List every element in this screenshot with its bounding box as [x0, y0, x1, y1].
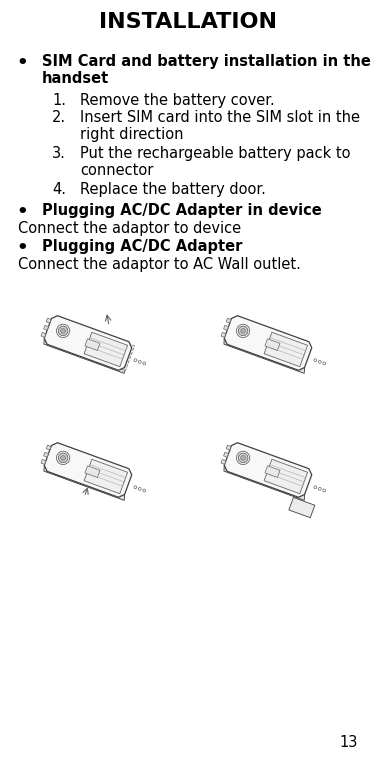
Polygon shape	[44, 338, 124, 374]
Polygon shape	[46, 445, 51, 450]
Polygon shape	[221, 459, 226, 465]
Circle shape	[237, 324, 250, 338]
Text: 3.: 3.	[52, 146, 66, 161]
Circle shape	[56, 452, 70, 465]
Polygon shape	[265, 338, 280, 351]
Text: Insert SIM card into the SIM slot in the: Insert SIM card into the SIM slot in the	[80, 110, 360, 125]
Polygon shape	[289, 497, 315, 518]
Text: Remove the battery cover.: Remove the battery cover.	[80, 93, 275, 108]
Text: connector: connector	[80, 163, 153, 178]
Polygon shape	[224, 338, 305, 374]
Text: INSTALLATION: INSTALLATION	[99, 12, 277, 32]
Text: Plugging AC/DC Adapter in device: Plugging AC/DC Adapter in device	[42, 203, 322, 218]
Circle shape	[238, 453, 248, 463]
Polygon shape	[85, 466, 100, 478]
Text: 4.: 4.	[52, 182, 66, 197]
Text: 1.: 1.	[52, 93, 66, 108]
Polygon shape	[84, 459, 127, 494]
Polygon shape	[264, 332, 308, 367]
Circle shape	[58, 453, 68, 463]
Polygon shape	[224, 452, 229, 457]
Polygon shape	[224, 442, 312, 497]
Circle shape	[56, 324, 70, 338]
Text: Put the rechargeable battery pack to: Put the rechargeable battery pack to	[80, 146, 350, 161]
Polygon shape	[46, 318, 51, 323]
Text: •: •	[16, 203, 28, 221]
Polygon shape	[44, 316, 132, 371]
Text: •: •	[16, 239, 28, 257]
Polygon shape	[226, 445, 231, 450]
Text: Connect the adaptor to AC Wall outlet.: Connect the adaptor to AC Wall outlet.	[18, 257, 301, 272]
Polygon shape	[85, 338, 100, 351]
Polygon shape	[221, 332, 226, 337]
Text: 13: 13	[340, 735, 358, 750]
Polygon shape	[41, 332, 46, 337]
Circle shape	[58, 326, 68, 335]
Polygon shape	[224, 316, 312, 371]
Polygon shape	[224, 465, 305, 500]
Circle shape	[237, 452, 250, 465]
Text: handset: handset	[42, 71, 109, 86]
Polygon shape	[265, 466, 280, 478]
Polygon shape	[44, 452, 49, 457]
Text: Replace the battery door.: Replace the battery door.	[80, 182, 266, 197]
Text: SIM Card and battery installation in the: SIM Card and battery installation in the	[42, 54, 371, 69]
Polygon shape	[224, 325, 229, 330]
Text: 2.: 2.	[52, 110, 66, 125]
Polygon shape	[44, 465, 124, 500]
Polygon shape	[84, 332, 127, 367]
Polygon shape	[79, 329, 135, 371]
Polygon shape	[41, 459, 46, 465]
Polygon shape	[44, 442, 132, 497]
Circle shape	[241, 329, 246, 333]
Text: right direction: right direction	[80, 127, 183, 142]
Polygon shape	[226, 318, 231, 323]
Text: Connect the adaptor to device: Connect the adaptor to device	[18, 221, 241, 236]
Text: •: •	[16, 54, 28, 72]
Polygon shape	[44, 325, 49, 330]
Circle shape	[61, 455, 65, 460]
Circle shape	[241, 455, 246, 460]
Polygon shape	[264, 459, 308, 494]
Text: Plugging AC/DC Adapter: Plugging AC/DC Adapter	[42, 239, 243, 254]
Circle shape	[61, 329, 65, 333]
Circle shape	[238, 326, 248, 335]
